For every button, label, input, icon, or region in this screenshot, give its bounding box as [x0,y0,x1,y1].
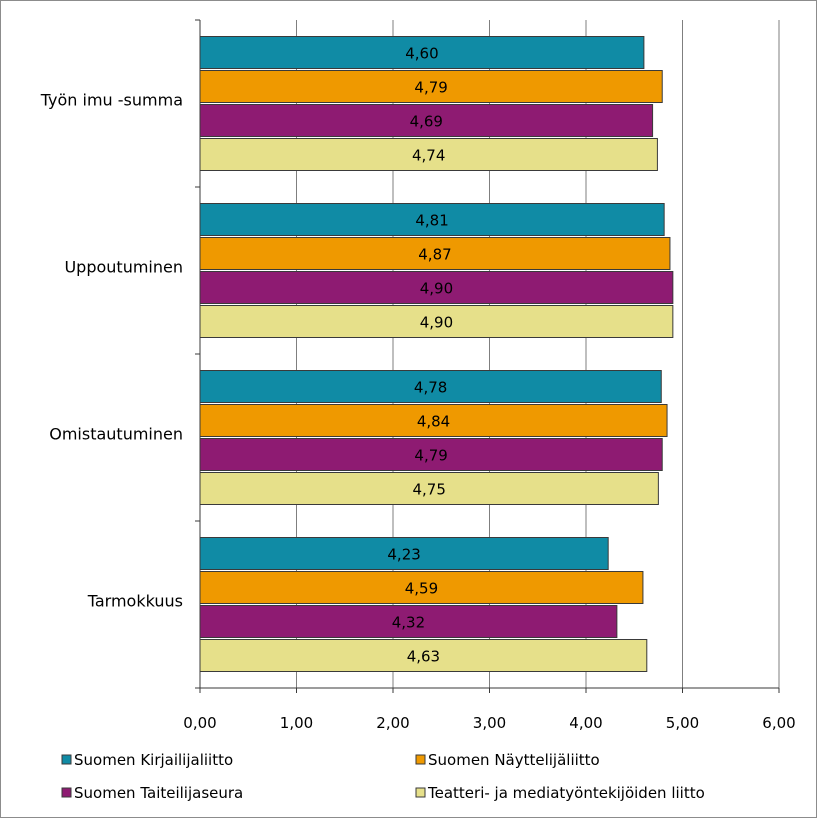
x-tick-label: 4,00 [569,714,602,732]
bar-value-label: 4,81 [415,212,448,230]
bar-value-label: 4,63 [407,648,440,666]
category-label: Uppoutuminen [64,258,183,277]
bar [199,605,618,638]
bar [199,438,663,471]
bar-value-label: 4,87 [418,246,451,264]
legend-label: Suomen Taiteilijaseura [74,784,243,802]
bar-value-label: 4,79 [414,79,447,97]
bar-value-label: 4,79 [414,447,447,465]
legend-swatch [61,754,72,765]
category-label: Omistautuminen [49,425,183,444]
bar [199,70,663,103]
legend-label: Suomen Kirjailijaliitto [74,751,233,769]
bar [199,237,671,270]
legend-swatch [415,754,426,765]
bar-value-label: 4,32 [392,614,425,632]
bar [199,138,658,171]
bar [199,271,674,304]
x-tick-label: 2,00 [376,714,409,732]
bar-value-label: 4,90 [420,280,453,298]
bar [199,305,674,338]
bar [199,472,659,505]
legend-swatch [61,787,72,798]
legend-label: Suomen Näyttelijäliitto [428,751,600,769]
x-tick-label: 6,00 [762,714,795,732]
bar [199,639,648,672]
bar-value-label: 4,90 [420,314,453,332]
x-tick-label: 0,00 [183,714,216,732]
bars: 4,60 4,79 4,69 4,74 4,81 4,87 4,90 4,90 4,78 4,84… [199,36,674,672]
x-tick-label: 1,00 [280,714,313,732]
category-label: Työn imu -summa [40,91,183,110]
bar [199,370,662,403]
category-label: Tarmokkuus [87,592,183,611]
bar-value-label: 4,23 [387,546,420,564]
bar-value-label: 4,75 [412,481,445,499]
legend-label: Teatteri- ja mediatyöntekijöiden liitto [427,784,705,802]
bar-value-label: 4,69 [410,113,443,131]
axes: Työn imu -summa Uppoutuminen Omistautumine… [40,19,796,732]
bar [199,203,665,236]
bar [199,104,654,137]
bar-value-label: 4,84 [417,413,450,431]
bar-value-label: 4,78 [414,379,447,397]
x-tick-label: 3,00 [473,714,506,732]
bar [199,571,644,604]
bar-value-label: 4,60 [405,45,438,63]
bar-value-label: 4,59 [405,580,438,598]
x-tick-label: 5,00 [666,714,699,732]
bar [199,404,668,437]
bar [199,537,609,570]
legend-swatch [415,787,426,798]
bar-value-label: 4,74 [412,147,445,165]
legend: Suomen Kirjailijaliitto Suomen Näyttelijä… [61,751,705,802]
